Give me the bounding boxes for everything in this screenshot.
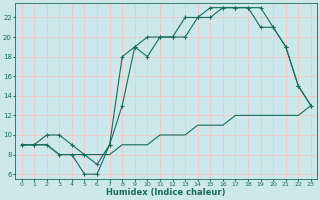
X-axis label: Humidex (Indice chaleur): Humidex (Indice chaleur) [107, 188, 226, 197]
